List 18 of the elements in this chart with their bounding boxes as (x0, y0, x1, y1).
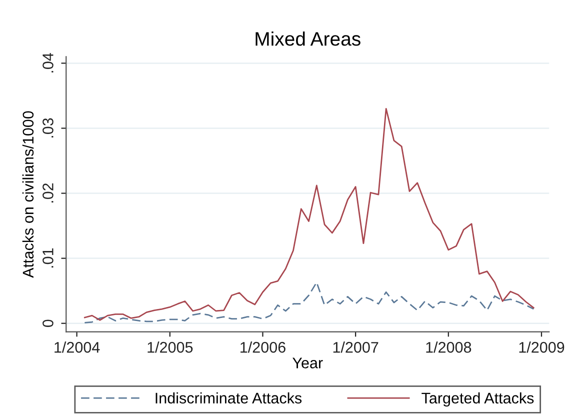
line-series (84, 108, 534, 321)
x-tick-label: 1/2006 (240, 342, 286, 353)
x-tick-label: 1/2007 (333, 342, 378, 353)
x-tick-label: 1/2005 (148, 342, 193, 353)
legend-label: Indiscriminate Attacks (156, 392, 302, 404)
y-tick-label: .02 (42, 183, 54, 202)
y-axis-title: Attacks on civilians/1000 (22, 111, 34, 278)
x-tick-label: 1/2008 (426, 342, 472, 353)
y-tick-label: .03 (42, 118, 54, 138)
x-axis-title: Year (292, 358, 323, 368)
y-tick-label: .01 (42, 248, 54, 268)
x-tick-label: 1/2004 (54, 342, 100, 353)
chart-title: Mixed Areas (256, 32, 360, 46)
x-tick-label: 1/2009 (519, 342, 564, 353)
y-tick-label: 0 (42, 320, 54, 327)
legend-label: Targeted Attacks (422, 392, 534, 407)
y-tick-label: .04 (42, 53, 54, 72)
line-series (84, 282, 534, 324)
